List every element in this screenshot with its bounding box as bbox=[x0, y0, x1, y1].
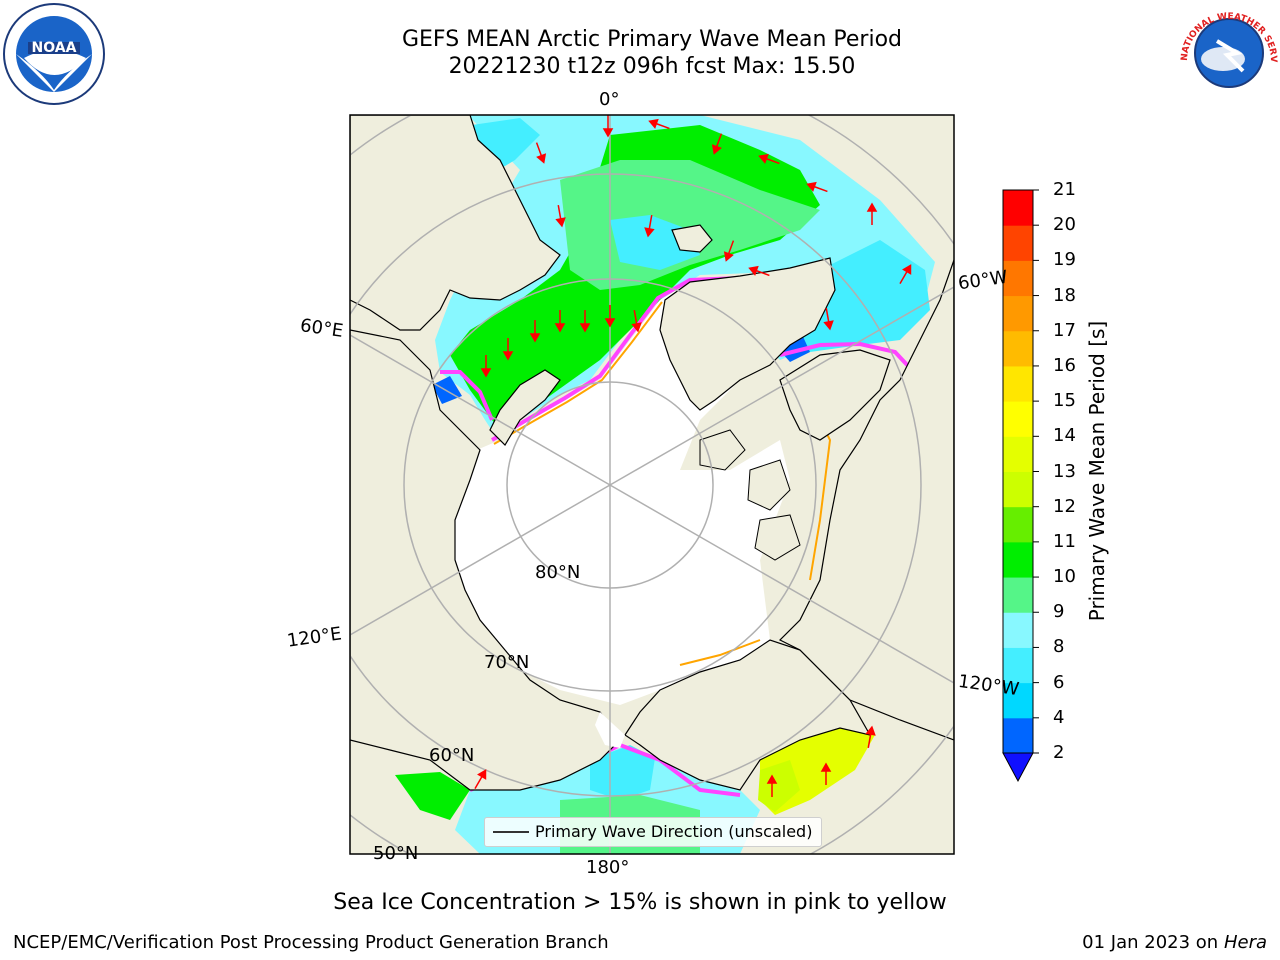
colorbar-tick-label: 19 bbox=[1053, 249, 1076, 271]
greenland-land bbox=[659, 257, 836, 411]
wave-arrow bbox=[554, 310, 566, 333]
lat-label-70n: 70°N bbox=[484, 652, 530, 673]
noaa-logo-text: NOAA bbox=[32, 40, 77, 56]
colorbar-segment bbox=[1003, 717, 1033, 754]
colorbar-tick-label: 14 bbox=[1053, 425, 1076, 447]
colorbar-tick-label: 17 bbox=[1053, 319, 1076, 341]
colorbar-segment bbox=[1003, 260, 1033, 297]
wave-arrow bbox=[529, 320, 541, 343]
wave-arrow bbox=[604, 305, 616, 328]
graticule bbox=[350, 115, 954, 854]
colorbar-segment bbox=[1003, 295, 1033, 332]
lat-label-60n: 60°N bbox=[429, 745, 475, 766]
ice-edge-orange-2 bbox=[679, 639, 761, 666]
wave-arrow bbox=[502, 338, 514, 361]
siberia-land bbox=[350, 329, 621, 791]
wave-arrow bbox=[865, 725, 876, 748]
wave-arrow bbox=[711, 133, 723, 155]
lat-label-80n: 80°N bbox=[535, 562, 581, 583]
chart-title-line2: 20221230 t12z 096h fcst Max: 15.50 bbox=[448, 54, 856, 79]
lon-label-0: 0° bbox=[599, 89, 620, 110]
noaa-logo: NOAA bbox=[3, 3, 105, 105]
colorbar-tick-label: 10 bbox=[1053, 566, 1076, 588]
island-3 bbox=[754, 514, 801, 561]
colorbar-tick-label: 8 bbox=[1053, 636, 1065, 658]
wave-arrow bbox=[631, 310, 642, 333]
colorbar-segment bbox=[1003, 225, 1033, 261]
colorbar-tick-label: 11 bbox=[1053, 530, 1076, 552]
wave-arrow bbox=[866, 202, 878, 225]
colorbar-segment bbox=[1003, 190, 1033, 226]
wave-arrow bbox=[602, 115, 614, 138]
colorbar-extend-triangle bbox=[1002, 752, 1034, 783]
colorbar-segment bbox=[1003, 612, 1033, 648]
sea-ice-caption: Sea Ice Concentration > 15% is shown in … bbox=[333, 890, 947, 915]
bering-cyan-dark bbox=[590, 745, 655, 800]
lon-label-180: 180° bbox=[586, 857, 630, 878]
footer-date-text: 01 Jan 2023 on bbox=[1082, 932, 1224, 953]
footer-host: Hera bbox=[1223, 932, 1267, 953]
wave-arrow bbox=[480, 355, 492, 378]
map-frame bbox=[349, 114, 955, 855]
alaska-gulf-yellow-2 bbox=[758, 760, 800, 812]
colorbar-segment bbox=[1003, 541, 1033, 578]
colorbar-segment bbox=[1003, 506, 1033, 543]
island-2 bbox=[747, 459, 791, 511]
colorbar-segment bbox=[1003, 436, 1033, 472]
colorbar-tick-label: 6 bbox=[1053, 671, 1065, 693]
colorbar-tick-label: 18 bbox=[1053, 284, 1076, 306]
colorbar-label: Primary Wave Mean Period [s] bbox=[1085, 320, 1109, 622]
colorbar-tick-label: 13 bbox=[1053, 460, 1076, 482]
wave-direction-arrows bbox=[474, 115, 912, 797]
national-weather-service-logo: NATIONAL WEATHER SERVICE bbox=[1177, 1, 1279, 103]
colorbar-segment bbox=[1003, 647, 1033, 684]
wave-arrow bbox=[758, 153, 780, 165]
okhotsk-green bbox=[395, 772, 470, 820]
colorbar-tick-label: 21 bbox=[1053, 179, 1076, 200]
colorbar-tick-label: 16 bbox=[1053, 354, 1076, 376]
wave-arrow bbox=[766, 774, 778, 797]
colorbar-tick-label: 12 bbox=[1053, 495, 1076, 517]
colorbar-segment bbox=[1003, 577, 1033, 613]
colorbar-tick-label: 15 bbox=[1053, 390, 1076, 412]
wave-arrow bbox=[806, 181, 828, 193]
colorbar-tick-label: 9 bbox=[1053, 601, 1065, 623]
kara-blue bbox=[432, 376, 462, 404]
wave-arrow bbox=[748, 265, 770, 277]
island-1 bbox=[699, 429, 746, 471]
ice-edge-pink-2 bbox=[779, 341, 912, 370]
wave-arrow bbox=[644, 215, 655, 238]
wave-arrow bbox=[648, 118, 670, 130]
canada-land bbox=[778, 259, 954, 741]
footer-date: 01 Jan 2023 on Hera bbox=[1082, 932, 1267, 953]
colorbar-segment bbox=[1003, 401, 1033, 437]
wave-arrow bbox=[823, 308, 834, 331]
wave-arrow bbox=[555, 205, 566, 228]
colorbar-tick-label: 2 bbox=[1053, 742, 1065, 763]
colorbar-segment bbox=[1003, 682, 1033, 719]
map-legend: Primary Wave Direction (unscaled) bbox=[484, 817, 822, 847]
wave-arrow bbox=[820, 762, 832, 785]
wave-arrow bbox=[579, 310, 591, 333]
legend-line-swatch bbox=[493, 831, 529, 833]
colorbar-segment bbox=[1003, 330, 1033, 367]
ice-edge-pink-3 bbox=[440, 370, 494, 421]
svalbard-land bbox=[671, 224, 713, 253]
legend-text: Primary Wave Direction (unscaled) bbox=[535, 822, 813, 841]
wave-arrow bbox=[535, 142, 547, 164]
alaska-land bbox=[624, 639, 872, 791]
chart-title-line1: GEFS MEAN Arctic Primary Wave Mean Perio… bbox=[401, 27, 902, 52]
wave-arrow bbox=[899, 264, 912, 285]
footer-branch: NCEP/EMC/Verification Post Processing Pr… bbox=[13, 932, 609, 953]
colorbar-segment bbox=[1003, 365, 1033, 402]
colorbar-segment bbox=[1003, 471, 1033, 508]
wave-arrow bbox=[723, 240, 735, 262]
lat-label-50n: 50°N bbox=[373, 843, 419, 864]
colorbar-tick-label: 20 bbox=[1053, 214, 1076, 236]
colorbar-tick-label: 4 bbox=[1053, 706, 1065, 728]
scandinavia-land bbox=[350, 115, 561, 331]
colorbar bbox=[1003, 189, 1039, 754]
wave-arrow bbox=[474, 769, 487, 790]
